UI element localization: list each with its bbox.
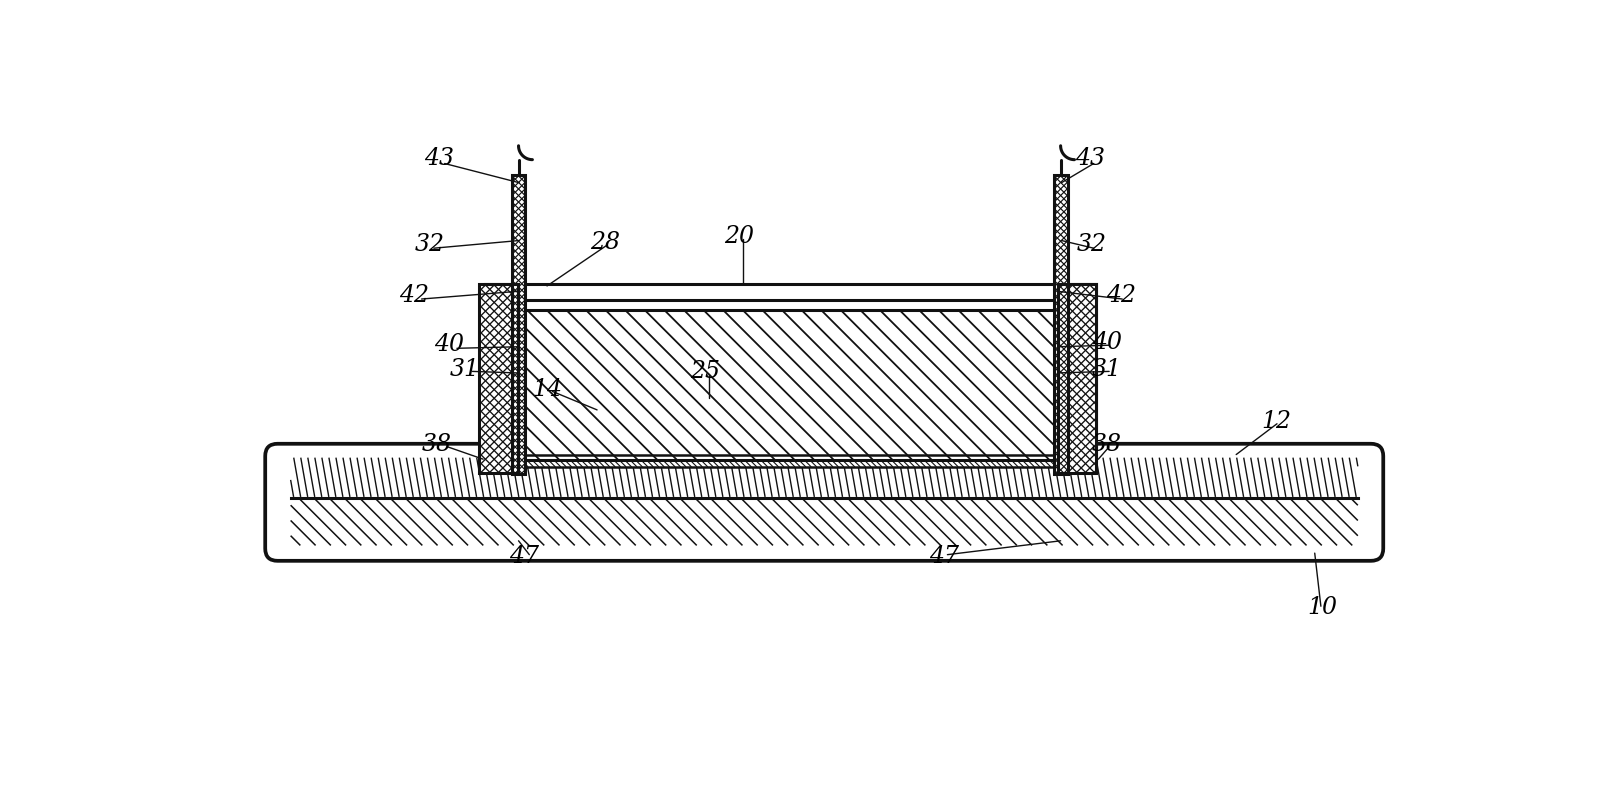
Text: 25: 25	[689, 360, 720, 383]
Bar	[486, 284, 1096, 300]
Text: 31: 31	[450, 358, 479, 381]
Bar	[486, 310, 1096, 460]
Bar	[511, 175, 526, 474]
Text: 40: 40	[434, 333, 465, 356]
Bar	[479, 284, 518, 473]
Text: 43: 43	[425, 147, 454, 170]
Text: 20: 20	[725, 225, 755, 248]
Text: 32: 32	[414, 233, 444, 256]
FancyBboxPatch shape	[264, 444, 1383, 560]
Bar	[486, 455, 1096, 467]
Bar	[1053, 175, 1068, 474]
Bar	[486, 455, 1096, 467]
Text: 10: 10	[1308, 597, 1337, 619]
Text: 38: 38	[422, 433, 452, 456]
Bar	[1058, 284, 1096, 473]
Text: 47: 47	[508, 545, 539, 568]
Text: 43: 43	[1076, 147, 1104, 170]
Text: 14: 14	[532, 378, 563, 400]
Bar	[479, 284, 518, 473]
Bar	[511, 175, 526, 474]
Bar	[1053, 175, 1068, 474]
Bar	[486, 310, 1096, 460]
Text: 38: 38	[1092, 433, 1122, 456]
Text: 47: 47	[928, 545, 959, 568]
Text: 32: 32	[1077, 233, 1106, 256]
Text: 42: 42	[1106, 284, 1135, 308]
Bar	[1058, 284, 1096, 473]
Text: 31: 31	[1092, 358, 1122, 381]
Text: 28: 28	[590, 232, 620, 254]
Text: 12: 12	[1262, 410, 1292, 433]
Text: 40: 40	[1092, 330, 1122, 353]
Text: 42: 42	[399, 284, 430, 308]
